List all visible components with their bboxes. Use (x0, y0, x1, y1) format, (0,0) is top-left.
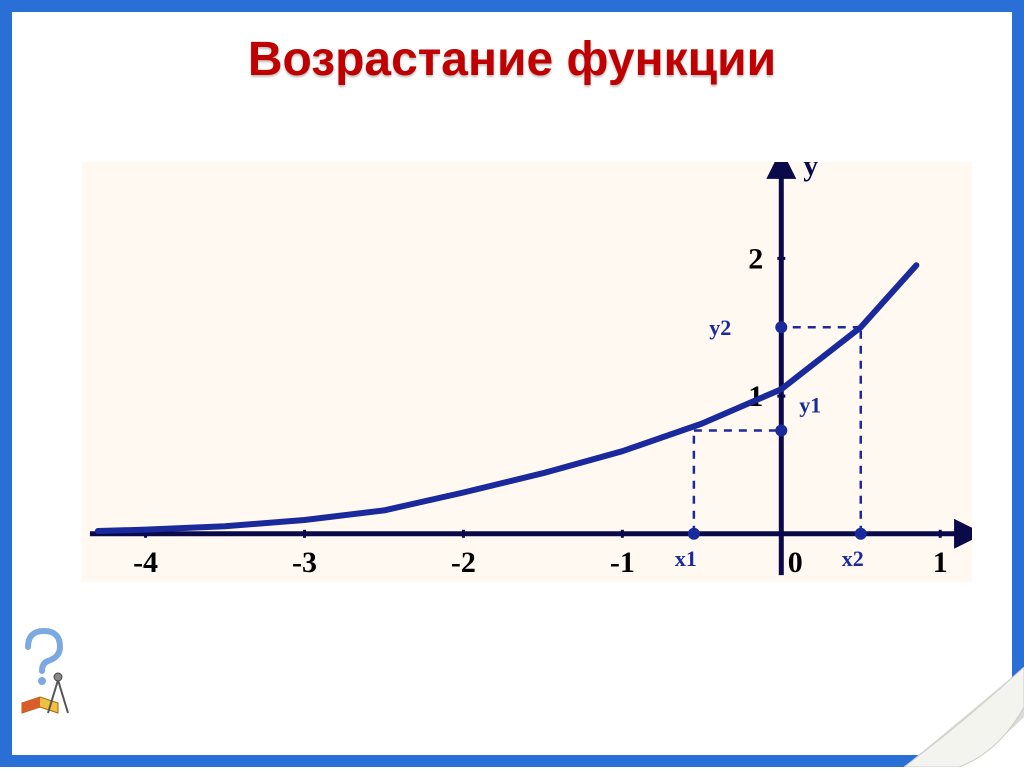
marker-y2 (775, 321, 787, 333)
marker-label-y1: y1 (799, 393, 821, 418)
page-curl-icon (904, 667, 1024, 767)
page-title: Возрастание функции (12, 32, 1012, 87)
marker-label-y2: y2 (709, 315, 731, 340)
marker-label-x1: x1 (675, 546, 697, 571)
function-curve (98, 265, 916, 531)
chart-container: xy-4-3-2-10112x1x2y1y2 (82, 162, 972, 582)
origin-label: 0 (788, 546, 803, 579)
slide: Возрастание функции xy-4-3-2-10112x1x2y1… (0, 0, 1024, 767)
y-axis-label: y (803, 162, 818, 182)
marker-y1 (775, 425, 787, 437)
x-tick-label: 1 (933, 546, 948, 579)
x-tick-label: -2 (451, 546, 476, 579)
question-compass-icon (18, 625, 78, 715)
y-tick-label: 2 (748, 242, 763, 275)
x-tick-label: -1 (610, 546, 635, 579)
marker-label-x2: x2 (842, 546, 864, 571)
marker-x1 (688, 528, 700, 540)
function-chart: xy-4-3-2-10112x1x2y1y2 (82, 162, 972, 582)
x-tick-label: -4 (133, 546, 158, 579)
marker-x2 (855, 528, 867, 540)
x-tick-label: -3 (292, 546, 317, 579)
